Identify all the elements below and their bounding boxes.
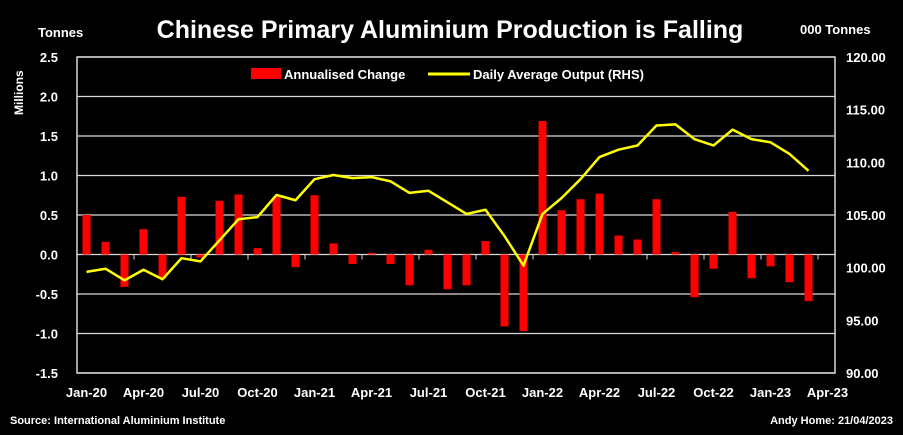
bar-Oct-21	[481, 241, 490, 255]
y-tick-label: 0.5	[40, 208, 58, 223]
bar-Jul-21	[424, 249, 433, 255]
bar-Aug-21	[443, 254, 452, 290]
bar-Sep-22	[690, 254, 699, 298]
y2-tick-label: 115.00	[846, 103, 885, 118]
bar-Mar-22	[576, 199, 585, 255]
x-tick-label: Oct-22	[693, 385, 733, 400]
bar-Apr-21	[367, 252, 376, 255]
bar-Feb-21	[329, 243, 338, 255]
legend-label-bars: Annualised Change	[284, 67, 405, 82]
bar-Jan-23	[766, 254, 775, 267]
y-axis-label: Millions	[12, 70, 26, 115]
bar-Jun-22	[633, 239, 642, 255]
bar-Mar-20	[120, 254, 129, 287]
plot-frame	[76, 56, 836, 374]
x-tick-label: Oct-21	[465, 385, 505, 400]
bar-Jun-20	[177, 196, 186, 255]
bar-Jun-21	[405, 254, 414, 286]
bar-Dec-22	[747, 254, 756, 279]
y2-tick-label: 120.00	[846, 50, 886, 65]
bar-Dec-20	[291, 254, 300, 268]
bar-Jul-20	[196, 254, 205, 258]
y2-tick-label: 110.00	[846, 155, 885, 170]
bar-Feb-22	[557, 210, 566, 255]
x-tick-label: Jan-20	[66, 385, 107, 400]
legend: Annualised Change Daily Average Output (…	[251, 67, 644, 82]
bar-Apr-20	[139, 229, 148, 255]
bar-Sep-21	[462, 254, 471, 286]
bar-Oct-22	[709, 254, 718, 269]
legend-swatch-bars	[251, 68, 281, 79]
x-tick-label: Jan-21	[294, 385, 335, 400]
right-axis-unit: 000 Tonnes	[800, 22, 871, 37]
y2-tick-label: 105.00	[846, 208, 886, 223]
bar-Jan-20	[82, 215, 91, 255]
y2-tick-label: 100.00	[846, 261, 886, 276]
bar-Feb-20	[101, 241, 110, 255]
bar-Mar-23	[804, 254, 813, 302]
left-axis-unit: Tonnes	[38, 25, 83, 40]
bar-Jul-22	[652, 199, 661, 255]
x-tick-label: Jul-22	[638, 385, 676, 400]
bar-Mar-21	[348, 254, 357, 264]
legend-label-line: Daily Average Output (RHS)	[473, 67, 644, 82]
x-tick-label: Jul-21	[410, 385, 448, 400]
y-tick-label: -1.5	[36, 366, 58, 381]
chart-title: Chinese Primary Aluminium Production is …	[157, 16, 744, 44]
x-tick-label: Jan-22	[522, 385, 563, 400]
bar-Nov-21	[500, 254, 509, 327]
bar-Nov-22	[728, 211, 737, 255]
y2-tick-label: 90.00	[846, 366, 879, 381]
bar-May-20	[158, 254, 167, 279]
y-tick-label: 2.5	[40, 50, 58, 65]
y-tick-label: -0.5	[36, 287, 58, 302]
bar-Nov-20	[272, 196, 281, 255]
x-tick-label: Oct-20	[237, 385, 277, 400]
y-tick-label: 0.0	[40, 248, 58, 263]
x-tick-label: Apr-21	[351, 385, 392, 400]
x-tick-label: Jan-23	[750, 385, 791, 400]
y2-tick-label: 95.00	[846, 313, 879, 328]
bar-Jan-21	[310, 195, 319, 255]
bar-Sep-20	[234, 194, 243, 255]
bar-Jan-22	[538, 120, 547, 255]
bar-Feb-23	[785, 254, 794, 283]
x-tick-label: Apr-23	[807, 385, 848, 400]
bar-May-21	[386, 254, 395, 264]
bar-Aug-22	[671, 252, 680, 255]
x-tick-label: Apr-22	[579, 385, 620, 400]
y-tick-label: -1.0	[36, 327, 58, 342]
y-tick-label: 1.0	[40, 169, 58, 184]
y-tick-label: 1.5	[40, 129, 58, 144]
source-note: Source: International Aluminium Institut…	[10, 415, 225, 427]
x-tick-label: Apr-20	[123, 385, 164, 400]
bar-Aug-20	[215, 200, 224, 255]
y-tick-label: 2.0	[40, 90, 58, 105]
bar-Dec-21	[519, 254, 528, 332]
bar-Apr-22	[595, 193, 604, 255]
author-credit: Andy Home: 21/04/2023	[770, 415, 893, 427]
bar-May-22	[614, 235, 623, 255]
bar-Oct-20	[253, 248, 262, 255]
x-tick-label: Jul-20	[182, 385, 220, 400]
